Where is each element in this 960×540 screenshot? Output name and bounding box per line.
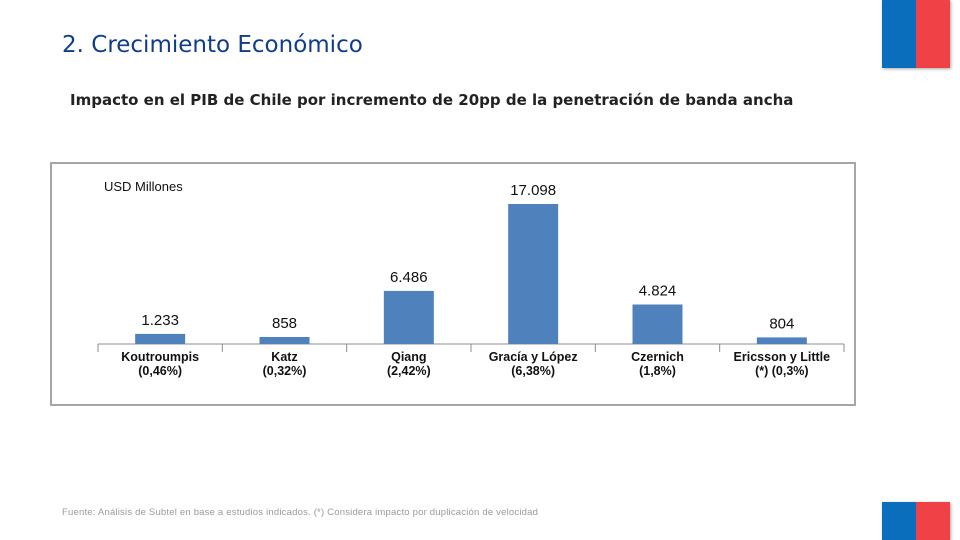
flag-red-stripe xyxy=(916,502,950,540)
flag-blue-stripe xyxy=(882,0,916,68)
flag-blue-stripe xyxy=(882,502,916,540)
data-label: 858 xyxy=(272,315,297,332)
page-title: 2. Crecimiento Económico xyxy=(62,32,363,58)
bar xyxy=(756,337,807,344)
x-tick-label: Gracía y López xyxy=(489,350,578,364)
x-tick-label: Czernich xyxy=(631,350,684,364)
x-tick-label: Ericsson y Little xyxy=(734,350,831,364)
data-label: 17.098 xyxy=(510,182,556,199)
y-axis-label: USD Millones xyxy=(104,179,183,194)
x-tick-label: Katz xyxy=(271,350,297,364)
chile-flag-bottom xyxy=(882,502,950,540)
bar-chart: USD Millones 1.233 Koutroumpis (0,46%) 858 Ka… xyxy=(50,162,856,406)
x-tick-label: (1,8%) xyxy=(639,364,676,378)
data-label: 6.486 xyxy=(390,269,428,286)
bar xyxy=(259,336,310,344)
source-footnote: Fuente: Análisis de Subtel en base a est… xyxy=(62,507,539,518)
bar-chart-svg: USD Millones 1.233 Koutroumpis(0,46%) 858 Ka… xyxy=(97,179,845,378)
bar xyxy=(508,204,559,344)
x-tick-label: Qiang xyxy=(391,350,426,364)
bar xyxy=(383,290,434,344)
bar xyxy=(632,304,683,344)
x-tick-label: (0,32%) xyxy=(263,364,307,378)
flag-red-stripe xyxy=(916,0,950,68)
data-label: 1.233 xyxy=(141,312,179,329)
x-tick-label: (6,38%) xyxy=(511,364,555,378)
x-tick-label: Koutroumpis xyxy=(121,350,199,364)
bar xyxy=(135,333,186,344)
x-tick-label: (2,42%) xyxy=(387,364,431,378)
data-label: 4.824 xyxy=(639,283,677,300)
data-label: 804 xyxy=(769,315,794,332)
x-tick-label: (*) (0,3%) xyxy=(755,364,808,378)
chart-subtitle: Impacto en el PIB de Chile por increment… xyxy=(70,91,794,109)
chile-flag-top xyxy=(882,0,950,68)
x-tick-label: (0,46%) xyxy=(138,364,182,378)
